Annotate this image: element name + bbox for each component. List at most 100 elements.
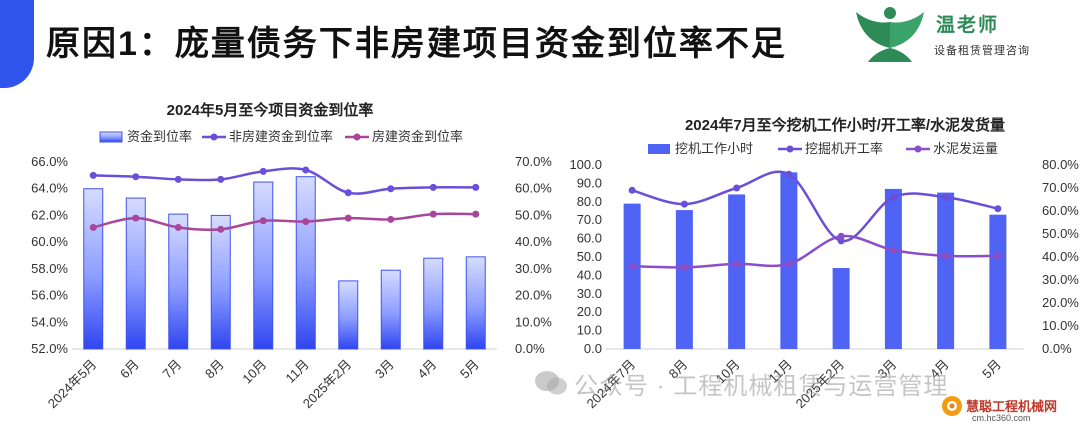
- y-right-tick-label: 20.0%: [1042, 295, 1079, 310]
- line-point: [302, 166, 310, 174]
- legend-swatch-bar: [99, 131, 123, 143]
- y-right-tick-label: 10.0%: [515, 314, 552, 329]
- bar: [465, 256, 486, 350]
- x-tick-label: 8月: [202, 357, 227, 382]
- accent-band: [0, 0, 34, 88]
- legend-swatch-marker: [914, 145, 922, 153]
- bar: [295, 176, 316, 350]
- legend-label: 房建资金到位率: [372, 129, 463, 144]
- y-left-tick-label: 40.0: [577, 267, 602, 282]
- y-left-tick-label: 60.0: [577, 231, 602, 246]
- brand-logo-icon: [942, 396, 962, 416]
- line-point: [429, 210, 437, 218]
- series-line: [632, 234, 998, 269]
- page-title: 原因1：庞量债务下非房建项目资金到位率不足: [46, 25, 787, 63]
- line-point: [942, 252, 950, 260]
- legend-label: 水泥发运量: [933, 141, 998, 156]
- y-left-tick-label: 70.0: [577, 212, 602, 227]
- y-left-tick-label: 60.0%: [31, 234, 68, 249]
- y-left-tick-label: 100.0: [569, 157, 602, 172]
- bar: [125, 197, 146, 350]
- line-point: [387, 215, 395, 223]
- bar: [253, 181, 274, 350]
- y-left-tick-label: 66.0%: [31, 154, 68, 169]
- bar: [83, 188, 104, 350]
- line-point: [733, 260, 741, 268]
- series-line: [631, 170, 999, 243]
- y-left-tick-label: 64.0%: [31, 181, 68, 196]
- y-right-tick-label: 10.0%: [1042, 318, 1079, 333]
- y-right-tick-label: 60.0%: [1042, 203, 1079, 218]
- y-right-tick-label: 60.0%: [515, 181, 552, 196]
- line-point: [259, 167, 267, 175]
- legend-swatch-marker: [210, 133, 218, 141]
- legend-label: 资金到位率: [127, 129, 192, 144]
- line-point: [733, 184, 741, 192]
- bar: [210, 214, 231, 350]
- x-tick-label: 10月: [239, 357, 269, 387]
- legend-label: 非房建资金到位率: [229, 129, 333, 144]
- y-right-tick-label: 40.0%: [515, 234, 552, 249]
- y-left-tick-label: 10.0: [577, 323, 602, 338]
- line-point: [132, 173, 140, 181]
- y-right-tick-label: 50.0%: [515, 207, 552, 222]
- bar: [989, 214, 1007, 349]
- logo: 温老师 设备租赁管理咨询: [850, 4, 1075, 64]
- line-point: [174, 175, 182, 183]
- bar: [884, 188, 902, 349]
- x-tick-label: 6月: [117, 357, 142, 382]
- line-point: [472, 210, 480, 218]
- bar: [423, 257, 444, 350]
- line-point: [344, 214, 352, 222]
- y-right-tick-label: 70.0%: [1042, 180, 1079, 195]
- bar: [675, 210, 693, 349]
- legend-label: 挖掘机开工率: [805, 141, 883, 156]
- line-point: [628, 262, 636, 270]
- legend-swatch-marker: [786, 145, 794, 153]
- logo-name: 温老师: [936, 15, 1000, 36]
- line-point: [472, 183, 480, 191]
- y-left-tick-label: 52.0%: [31, 341, 68, 356]
- line-point: [994, 205, 1002, 213]
- line-point: [132, 214, 140, 222]
- line-point: [429, 183, 437, 191]
- y-left-tick-label: 58.0%: [31, 261, 68, 276]
- line-point: [174, 223, 182, 231]
- y-left-tick-label: 30.0: [577, 286, 602, 301]
- y-right-tick-label: 70.0%: [515, 154, 552, 169]
- y-left-tick-label: 20.0: [577, 304, 602, 319]
- bar: [728, 194, 746, 349]
- y-left-tick-label: 50.0: [577, 249, 602, 264]
- x-tick-label: 3月: [372, 357, 397, 382]
- line-point: [89, 171, 97, 179]
- person-leaves-logo-icon: [856, 7, 924, 62]
- y-left-tick-label: 0.0: [584, 341, 602, 356]
- line-point: [837, 232, 845, 240]
- line-point: [89, 223, 97, 231]
- line-point: [680, 263, 688, 271]
- y-right-tick-label: 30.0%: [515, 261, 552, 276]
- x-tick-label: 11月: [283, 357, 312, 386]
- y-left-tick-label: 54.0%: [31, 314, 68, 329]
- x-tick-label: 4月: [414, 357, 439, 382]
- bar: [937, 192, 955, 349]
- x-tick-label: 7月: [159, 357, 184, 382]
- line-point: [942, 193, 950, 201]
- legend-swatch-bar: [648, 144, 670, 154]
- legend-label: 挖机工作小时: [675, 141, 753, 156]
- line-point: [889, 193, 897, 201]
- y-left-tick-label: 90.0: [577, 175, 602, 190]
- y-right-tick-label: 20.0%: [515, 288, 552, 303]
- x-tick-label: 5月: [979, 357, 1004, 382]
- y-left-tick-label: 62.0%: [31, 207, 68, 222]
- line-point: [785, 170, 793, 178]
- x-tick-label: 2024年5月: [45, 357, 100, 412]
- y-right-tick-label: 30.0%: [1042, 272, 1079, 287]
- line-point: [994, 252, 1002, 260]
- wechat-icon: [535, 371, 567, 395]
- y-right-tick-label: 40.0%: [1042, 249, 1079, 264]
- bar: [832, 268, 850, 349]
- brand-url: cm.hc360.com: [972, 413, 1031, 423]
- y-right-tick-label: 80.0%: [1042, 157, 1079, 172]
